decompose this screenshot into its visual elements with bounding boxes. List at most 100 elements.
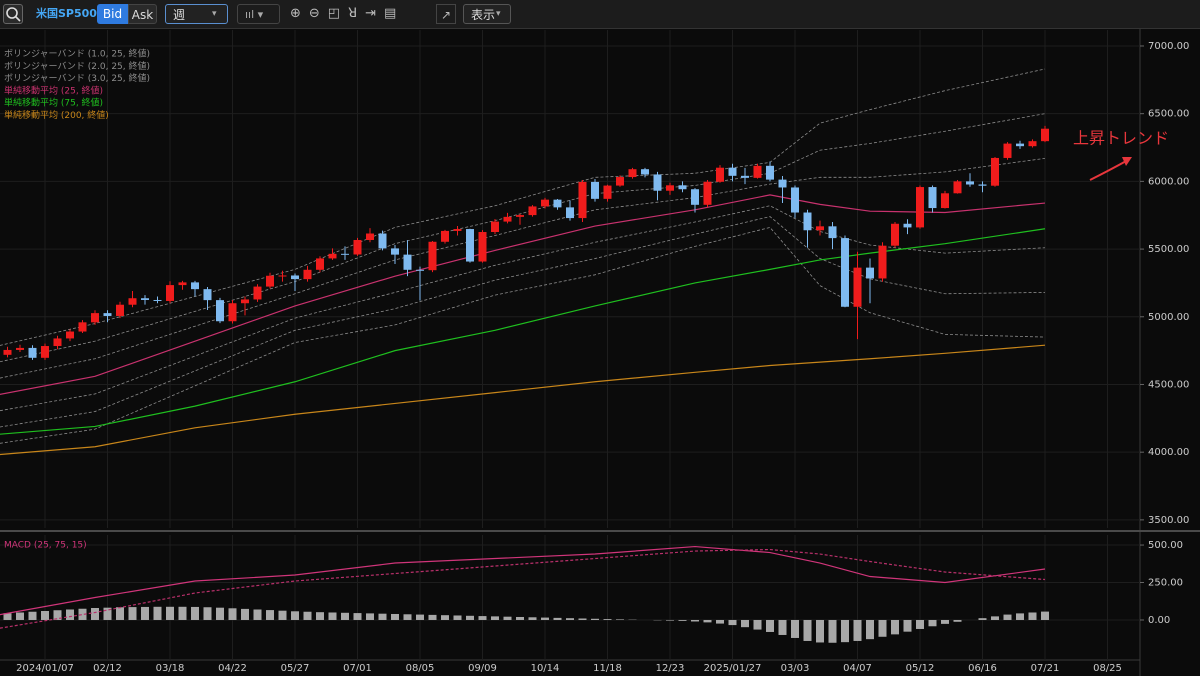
y-tick-label: 6500.00 [1148,109,1189,120]
chart-type-select[interactable]: ııl ▾ [237,4,280,24]
candle-body [191,282,199,290]
histogram-bar [28,611,37,620]
histogram-bar [353,613,362,620]
y-tick-label: 7000.00 [1148,41,1189,52]
x-tick-label: 03/03 [781,663,810,674]
symbol[interactable]: 米国SP500 [36,7,97,20]
moving-average [0,344,1046,456]
legend-entry: 単純移動平均 (200, 終値) [4,109,109,121]
histogram-bar [291,611,299,620]
histogram-bar [703,619,712,623]
candle-body [103,313,112,316]
histogram-bar [278,610,287,620]
histogram-bar [941,619,949,624]
candle-body [1003,143,1012,158]
histogram-bar [66,609,74,620]
histogram-bar [841,619,849,643]
candle-body [1028,141,1037,147]
candle-body [853,267,862,307]
candle-body [366,233,374,241]
candle-body [266,275,274,287]
candle-body [203,289,212,301]
histogram-bar [903,619,912,632]
histogram-bar [991,616,999,620]
candle-body [378,233,387,249]
histogram-bar [1041,611,1049,620]
histogram-bar [716,619,724,624]
histogram-bar [366,613,374,620]
indicator-button[interactable]: ↗ [436,4,456,24]
legend-entry: 単純移動平均 (75, 終値) [4,97,103,109]
x-tick-label: 02/12 [93,663,122,674]
display-select[interactable]: 表示 [463,4,511,24]
histogram-bar [116,607,124,620]
legend-entry: ボリンジャーバンド (1.0, 25, 終値) [4,48,150,60]
candle-body [78,322,87,332]
histogram-bar [203,607,212,620]
histogram-bar [328,612,337,620]
candle-body [953,181,962,194]
search-button[interactable] [3,4,23,24]
histogram-bar [553,617,562,620]
x-tick-label: 10/14 [531,663,560,674]
candle-body [728,167,737,176]
candle-body [128,298,137,305]
candle-body [166,285,174,301]
x-tick-label: 09/09 [468,663,497,674]
histogram-bar [1003,614,1012,620]
candle-body [291,275,299,280]
candle-body [941,193,949,209]
histogram-bar [916,619,924,629]
histogram-bar [791,619,799,638]
ask-button[interactable]: Ask [128,4,157,24]
candle-body [541,199,549,207]
candle-body [753,165,762,178]
bid-button[interactable]: Bid [97,4,128,24]
histogram-bar [478,616,487,620]
legend-entry: 単純移動平均 (25, 終値) [4,84,103,96]
histogram-bar [428,614,437,620]
candle-body [866,267,874,279]
candle-body [403,254,412,270]
y-tick-label: 500.00 [1148,540,1183,551]
candle-body [116,304,124,316]
candle-body [53,338,62,347]
period-select[interactable]: 週 [165,4,228,24]
candle-body [566,207,574,219]
x-tick-label: 06/16 [968,663,997,674]
histogram-bar [803,619,812,641]
candle-body [666,185,674,191]
candle-body [891,223,899,246]
legend-entry: ボリンジャーバンド (3.0, 25, 終値) [4,72,150,84]
histogram-bar [566,618,574,620]
x-tick-label: 07/21 [1031,663,1060,674]
annotation-arrowhead [1122,157,1132,166]
candle-body [216,300,224,322]
x-tick-label: 2025/01/27 [704,663,762,674]
moving-average [0,194,1046,395]
candle-body [978,184,987,186]
bollinger-band [0,216,1046,428]
candle-body [441,230,449,242]
histogram-bar [241,608,249,620]
histogram-bar [578,618,587,620]
histogram-bar [691,619,699,622]
histogram-bar [41,610,49,620]
candle-body [878,245,887,279]
x-tick-label: 07/01 [343,663,372,674]
candle-body [241,299,249,304]
candle-body [741,175,749,178]
candle-body [1041,128,1049,142]
candle-body [778,179,787,188]
candle-body [903,223,912,228]
candle-body [416,269,424,271]
candle-body [66,331,74,339]
histogram-bar [891,619,899,635]
histogram-bar [978,618,987,620]
histogram-bar [453,615,462,620]
candle-body [653,174,662,191]
tool-icons[interactable]: ⊕⊖◰ꓤ⇥▤ [290,6,405,21]
y-tick-label: 5500.00 [1148,244,1189,255]
histogram-bar [728,619,737,626]
x-tick-label: 04/07 [843,663,872,674]
